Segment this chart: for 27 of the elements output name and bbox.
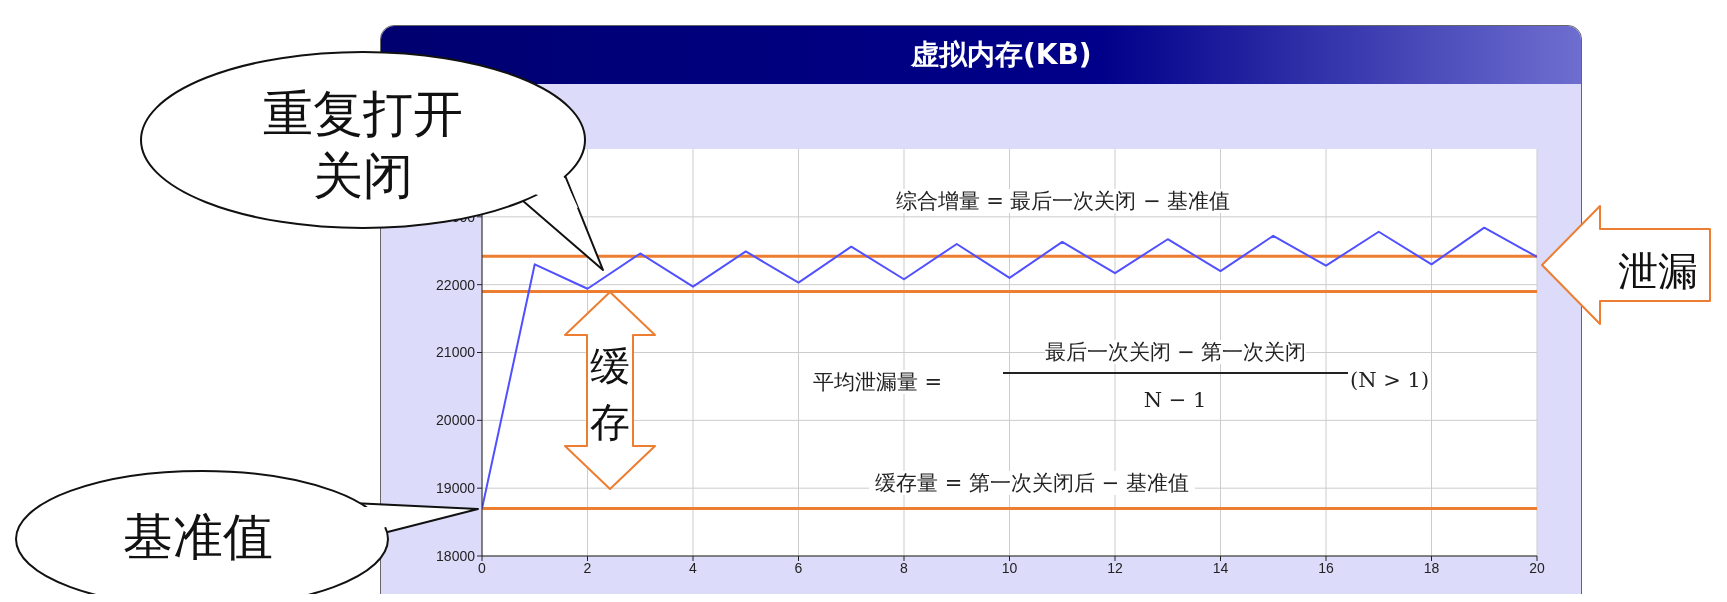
- x-tick-label: 0: [478, 559, 487, 576]
- text: 基准值: [122, 507, 274, 568]
- annotation: (N > 1): [1350, 368, 1430, 392]
- y-tick-label: 21000: [436, 344, 476, 361]
- x-tick-label: 10: [1001, 559, 1018, 576]
- text: 泄漏: [1617, 247, 1699, 296]
- annotation: 最后一次关闭 − 第一次关闭: [1044, 340, 1307, 364]
- y-tick-label: 20000: [436, 412, 476, 429]
- y-tick-label: 22000: [436, 276, 476, 293]
- x-tick-label: 14: [1212, 559, 1229, 576]
- x-tick-label: 8: [900, 559, 909, 576]
- y-tick-label: 19000: [436, 480, 476, 497]
- y-tick-label: 18000: [436, 547, 476, 564]
- annotation: 平均泄漏量 =: [806, 370, 948, 394]
- x-tick-label: 16: [1318, 559, 1334, 576]
- annotation: N − 1: [1143, 388, 1207, 412]
- annotation: 缓存: [589, 342, 631, 447]
- x-tick-label: 6: [794, 559, 803, 576]
- x-tick-label: 4: [689, 559, 698, 576]
- annotation: 综合增量 = 最后一次关闭 − 基准值: [889, 189, 1237, 213]
- x-tick-label: 18: [1423, 559, 1440, 576]
- x-tick-label: 2: [583, 559, 592, 576]
- chart-title: 虚拟内存(KB): [911, 37, 1092, 73]
- annotation: 缓存量 = 第一次关闭后 − 基准值: [869, 471, 1195, 495]
- text: 重复打开关闭: [262, 84, 464, 207]
- x-tick-label: 12: [1107, 559, 1123, 576]
- x-tick-label: 20: [1529, 559, 1545, 576]
